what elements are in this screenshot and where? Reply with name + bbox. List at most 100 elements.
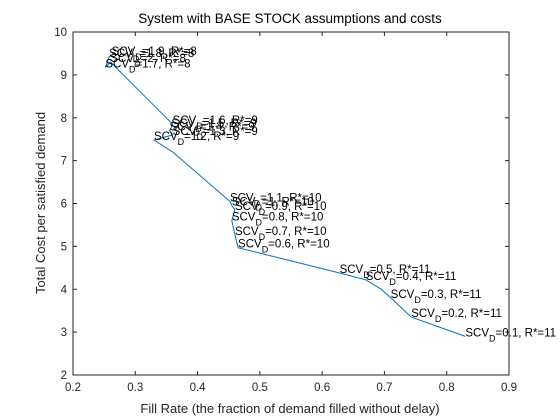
point-label-scv: SCV <box>105 59 129 71</box>
y-tick-label: 2 <box>61 370 67 382</box>
y-tick-label: 5 <box>61 241 67 253</box>
data-series <box>104 54 466 337</box>
point-label: SCVD=0.2, R*=11 <box>411 308 502 324</box>
y-axis-title: Total Cost per satisfied demand <box>33 112 48 294</box>
point-label: SCVD=0.9, R*=10 <box>235 201 327 217</box>
x-tick-label: 0.5 <box>252 382 268 394</box>
point-label: SCVD=0.4, R*=11 <box>366 271 457 287</box>
point-label-subscript: D <box>262 245 269 255</box>
point-label-subscript: D <box>363 270 370 280</box>
point-label-value: =1.6, R*=9 <box>203 115 258 127</box>
point-label-subscript: D <box>259 207 266 217</box>
point-label: SCVD=1.9, R*=8 <box>112 46 197 62</box>
point-label: SCVD=1.5, R*=9 <box>171 118 256 134</box>
plot-axes: 0.2 0.3 0.4 0.5 0.6 0.7 0.8 0.9 2 3 4 5 6 7 8 9 10 <box>54 27 517 394</box>
point-label: SCVD=0.3, R*=11 <box>391 289 482 305</box>
point-label: SCVD=0.8, R*=10 <box>232 212 324 228</box>
point-label-value: =1.9, R*=8 <box>142 46 197 58</box>
point-label-subscript: D <box>255 218 262 228</box>
point-label-subscript: D <box>255 203 262 213</box>
point-label-scv: SCV <box>173 126 197 138</box>
point-label: SCVD=0.6, R*=10 <box>238 239 330 255</box>
point-label: SCVD=0.5, R*=11 <box>340 264 431 280</box>
point-label-value: =0.4, R*=11 <box>396 271 457 283</box>
point-label-scv: SCV <box>109 48 133 60</box>
point-label-value: =0.5, R*=11 <box>370 264 431 276</box>
y-tick-label: 10 <box>54 27 67 39</box>
point-label-subscript: D <box>196 121 203 131</box>
point-label: SCVD=1.3, R*=9 <box>173 126 258 142</box>
point-label-value: =0.3, R*=11 <box>421 289 482 301</box>
point-label: SCVD=1.4, R*=9 <box>170 122 255 138</box>
y-tick-label: 7 <box>61 156 67 168</box>
point-label-scv: SCV <box>411 308 435 320</box>
x-tick-label: 0.3 <box>127 382 143 394</box>
x-tick-label: 0.4 <box>190 382 207 394</box>
x-axis-title: Fill Rate (the fraction of demand filled… <box>140 401 439 416</box>
x-tick-label: 0.8 <box>439 382 455 394</box>
point-label-subscript: D <box>193 128 200 138</box>
point-label-value: =1.8, R*=8 <box>139 48 194 60</box>
point-label-value: =0.9, R*=10 <box>265 201 326 213</box>
y-tick-label: 8 <box>61 113 67 125</box>
point-label-scv: SCV <box>465 327 489 339</box>
point-label-scv: SCV <box>154 131 178 143</box>
y-tick-label: 3 <box>61 327 67 339</box>
point-label-value: =1.7, R*=8 <box>136 59 191 71</box>
point-label-value: =0.7, R*=10 <box>265 226 326 238</box>
point-label: SCVD=1.7, R*=8 <box>105 59 190 75</box>
point-label-scv: SCV <box>110 53 134 65</box>
point-label-subscript: D <box>489 333 496 343</box>
point-label-scv: SCV <box>232 212 256 224</box>
point-label-scv: SCV <box>232 197 256 209</box>
point-label: SCVD=1.6, R*=9 <box>173 115 258 131</box>
point-label-subscript: D <box>254 198 261 208</box>
point-label-scv: SCV <box>235 226 259 238</box>
point-label: SCVD=0.7, R*=10 <box>235 226 327 242</box>
point-label-scv: SCV <box>235 201 259 213</box>
point-label-scv: SCV <box>170 122 194 134</box>
x-tick-label: 0.2 <box>65 382 81 394</box>
point-label: SCVD=2, R*=8 <box>110 53 186 69</box>
point-label: SCVD=1.8, R*=8 <box>109 48 194 64</box>
point-label-value: =1, R*=10 <box>262 197 314 209</box>
x-tick-label: 0.7 <box>376 382 392 394</box>
point-label-subscript: D <box>134 59 141 69</box>
point-label-value: =1.3, R*=9 <box>203 126 258 138</box>
point-label-subscript: D <box>133 54 140 64</box>
point-label-scv: SCV <box>171 118 195 130</box>
point-label-scv: SCV <box>391 289 415 301</box>
point-label-scv: SCV <box>230 192 254 204</box>
point-label-value: =1.4, R*=9 <box>200 122 255 134</box>
point-label-subscript: D <box>389 277 396 287</box>
point-label-value: =0.8, R*=10 <box>262 212 323 224</box>
point-label-value: =1.5, R*=9 <box>202 118 257 130</box>
x-tick-label: 0.6 <box>314 382 330 394</box>
point-label-value: =2, R*=8 <box>141 53 186 65</box>
point-label: SCVD=1.2, R*=9 <box>154 131 239 147</box>
chart-title: System with BASE STOCK assumptions and c… <box>138 11 442 26</box>
point-label-subscript: D <box>196 132 203 142</box>
y-tick-label: 6 <box>61 199 67 211</box>
point-label-scv: SCV <box>366 271 390 283</box>
point-label-scv: SCV <box>173 115 197 127</box>
y-tick-label: 9 <box>61 70 67 82</box>
point-label-subscript: D <box>135 52 142 62</box>
point-label-value: =1.2, R*=9 <box>184 131 239 143</box>
point-label-subscript: D <box>178 137 185 147</box>
x-tick-label: 0.9 <box>501 382 517 394</box>
point-label-value: =1.1, R*=10 <box>260 192 321 204</box>
point-label: SCVD=1.1, R*=10 <box>230 192 322 208</box>
point-label-subscript: D <box>129 65 136 75</box>
point-label-subscript: D <box>195 124 202 134</box>
point-label-value: =0.6, R*=10 <box>268 239 329 251</box>
point-label-scv: SCV <box>340 264 364 276</box>
point-label-scv: SCV <box>112 46 136 58</box>
point-label: SCVD=0.1, R*=11 <box>465 327 556 343</box>
point-label-subscript: D <box>435 314 442 324</box>
point-label-scv: SCV <box>238 239 262 251</box>
series-line <box>104 54 466 337</box>
